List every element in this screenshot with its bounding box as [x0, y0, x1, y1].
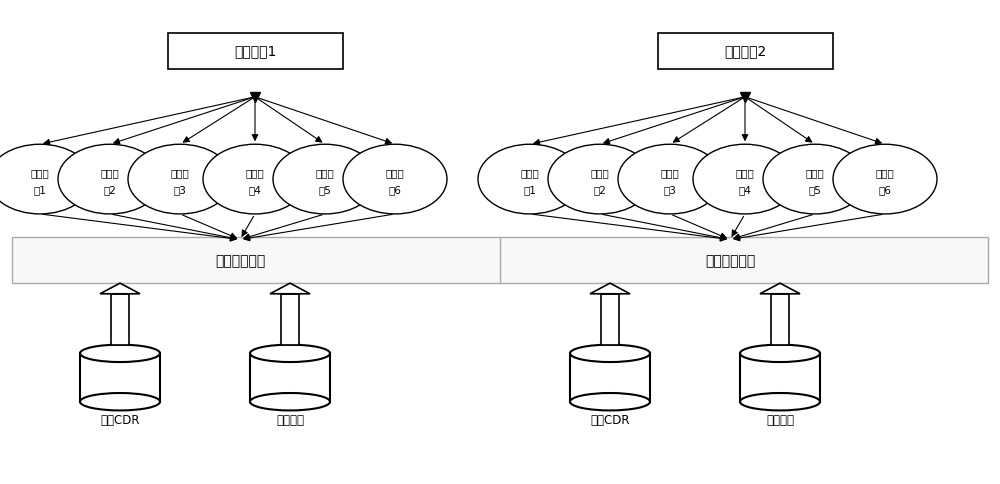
- Text: 社交特: 社交特: [246, 168, 264, 178]
- Ellipse shape: [58, 144, 162, 214]
- Text: 社交特: 社交特: [736, 168, 754, 178]
- Ellipse shape: [618, 144, 722, 214]
- Text: 社交特: 社交特: [101, 168, 119, 178]
- Text: 社交特: 社交特: [591, 168, 609, 178]
- FancyBboxPatch shape: [12, 237, 988, 283]
- Text: 征1: 征1: [524, 185, 536, 195]
- Polygon shape: [250, 353, 330, 402]
- Text: 征5: 征5: [319, 185, 331, 195]
- Text: 征4: 征4: [249, 185, 261, 195]
- Text: 社交图数据库: 社交图数据库: [705, 255, 755, 268]
- Ellipse shape: [548, 144, 652, 214]
- Ellipse shape: [740, 345, 820, 362]
- Text: 征6: 征6: [879, 185, 891, 195]
- Polygon shape: [590, 283, 630, 294]
- Text: 用户属性: 用户属性: [276, 414, 304, 427]
- Ellipse shape: [80, 345, 160, 362]
- Polygon shape: [570, 353, 650, 402]
- Polygon shape: [601, 294, 619, 345]
- Text: 征2: 征2: [594, 185, 606, 195]
- Text: 征3: 征3: [174, 185, 186, 195]
- Ellipse shape: [740, 393, 820, 410]
- Polygon shape: [281, 294, 299, 345]
- Text: 社交特: 社交特: [31, 168, 49, 178]
- Ellipse shape: [833, 144, 937, 214]
- Ellipse shape: [250, 393, 330, 410]
- Ellipse shape: [763, 144, 867, 214]
- Text: 征2: 征2: [104, 185, 116, 195]
- Ellipse shape: [343, 144, 447, 214]
- Polygon shape: [111, 294, 129, 345]
- Text: 社交特: 社交特: [806, 168, 824, 178]
- Text: 用户属性: 用户属性: [766, 414, 794, 427]
- Text: 征3: 征3: [664, 185, 676, 195]
- Polygon shape: [760, 283, 800, 294]
- Text: 社交特: 社交特: [386, 168, 404, 178]
- Ellipse shape: [250, 345, 330, 362]
- Text: 社交特: 社交特: [661, 168, 679, 178]
- Text: 征6: 征6: [389, 185, 401, 195]
- FancyBboxPatch shape: [658, 33, 832, 69]
- Text: 社交特: 社交特: [876, 168, 894, 178]
- Text: 征5: 征5: [809, 185, 821, 195]
- Text: 社交CDR: 社交CDR: [100, 414, 140, 427]
- Polygon shape: [270, 283, 310, 294]
- Text: 社交特: 社交特: [316, 168, 334, 178]
- Text: 社交特: 社交特: [171, 168, 189, 178]
- Text: 预测模型2: 预测模型2: [724, 44, 766, 58]
- Text: 社交CDR: 社交CDR: [590, 414, 630, 427]
- Ellipse shape: [128, 144, 232, 214]
- Text: 预测模型1: 预测模型1: [234, 44, 276, 58]
- Polygon shape: [100, 283, 140, 294]
- Text: 社交图数据库: 社交图数据库: [215, 255, 265, 268]
- Polygon shape: [771, 294, 789, 345]
- Ellipse shape: [478, 144, 582, 214]
- Text: 征1: 征1: [34, 185, 46, 195]
- Ellipse shape: [570, 393, 650, 410]
- Text: 征4: 征4: [739, 185, 751, 195]
- Ellipse shape: [80, 393, 160, 410]
- Ellipse shape: [570, 345, 650, 362]
- Ellipse shape: [203, 144, 307, 214]
- FancyBboxPatch shape: [168, 33, 342, 69]
- Ellipse shape: [0, 144, 92, 214]
- Polygon shape: [740, 353, 820, 402]
- Ellipse shape: [693, 144, 797, 214]
- Ellipse shape: [273, 144, 377, 214]
- Text: 社交特: 社交特: [521, 168, 539, 178]
- Polygon shape: [80, 353, 160, 402]
